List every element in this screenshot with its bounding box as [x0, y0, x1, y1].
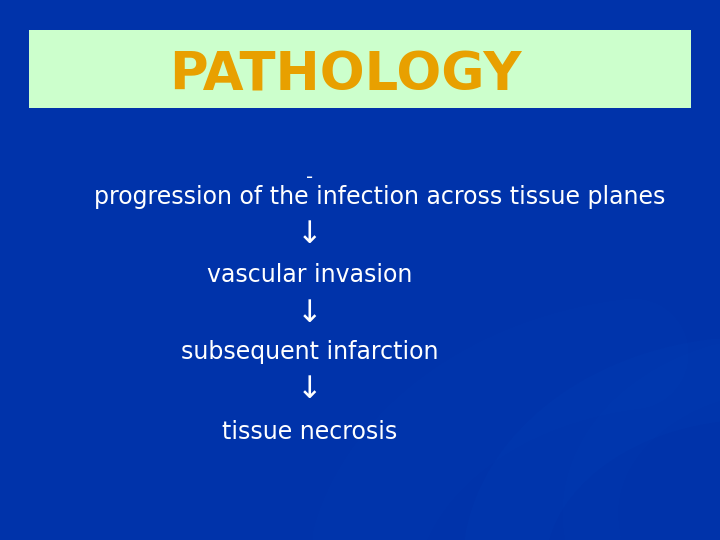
Text: tissue necrosis: tissue necrosis: [222, 420, 397, 444]
Text: PATHOLOGY: PATHOLOGY: [169, 49, 522, 101]
Text: progression of the infection across tissue planes: progression of the infection across tiss…: [94, 185, 665, 209]
Text: ↓: ↓: [297, 299, 323, 328]
Text: subsequent infarction: subsequent infarction: [181, 340, 438, 364]
Text: vascular invasion: vascular invasion: [207, 264, 413, 287]
Text: ↓: ↓: [297, 220, 323, 249]
Text: -: -: [306, 167, 313, 187]
FancyBboxPatch shape: [29, 30, 691, 108]
Text: ↓: ↓: [297, 375, 323, 404]
